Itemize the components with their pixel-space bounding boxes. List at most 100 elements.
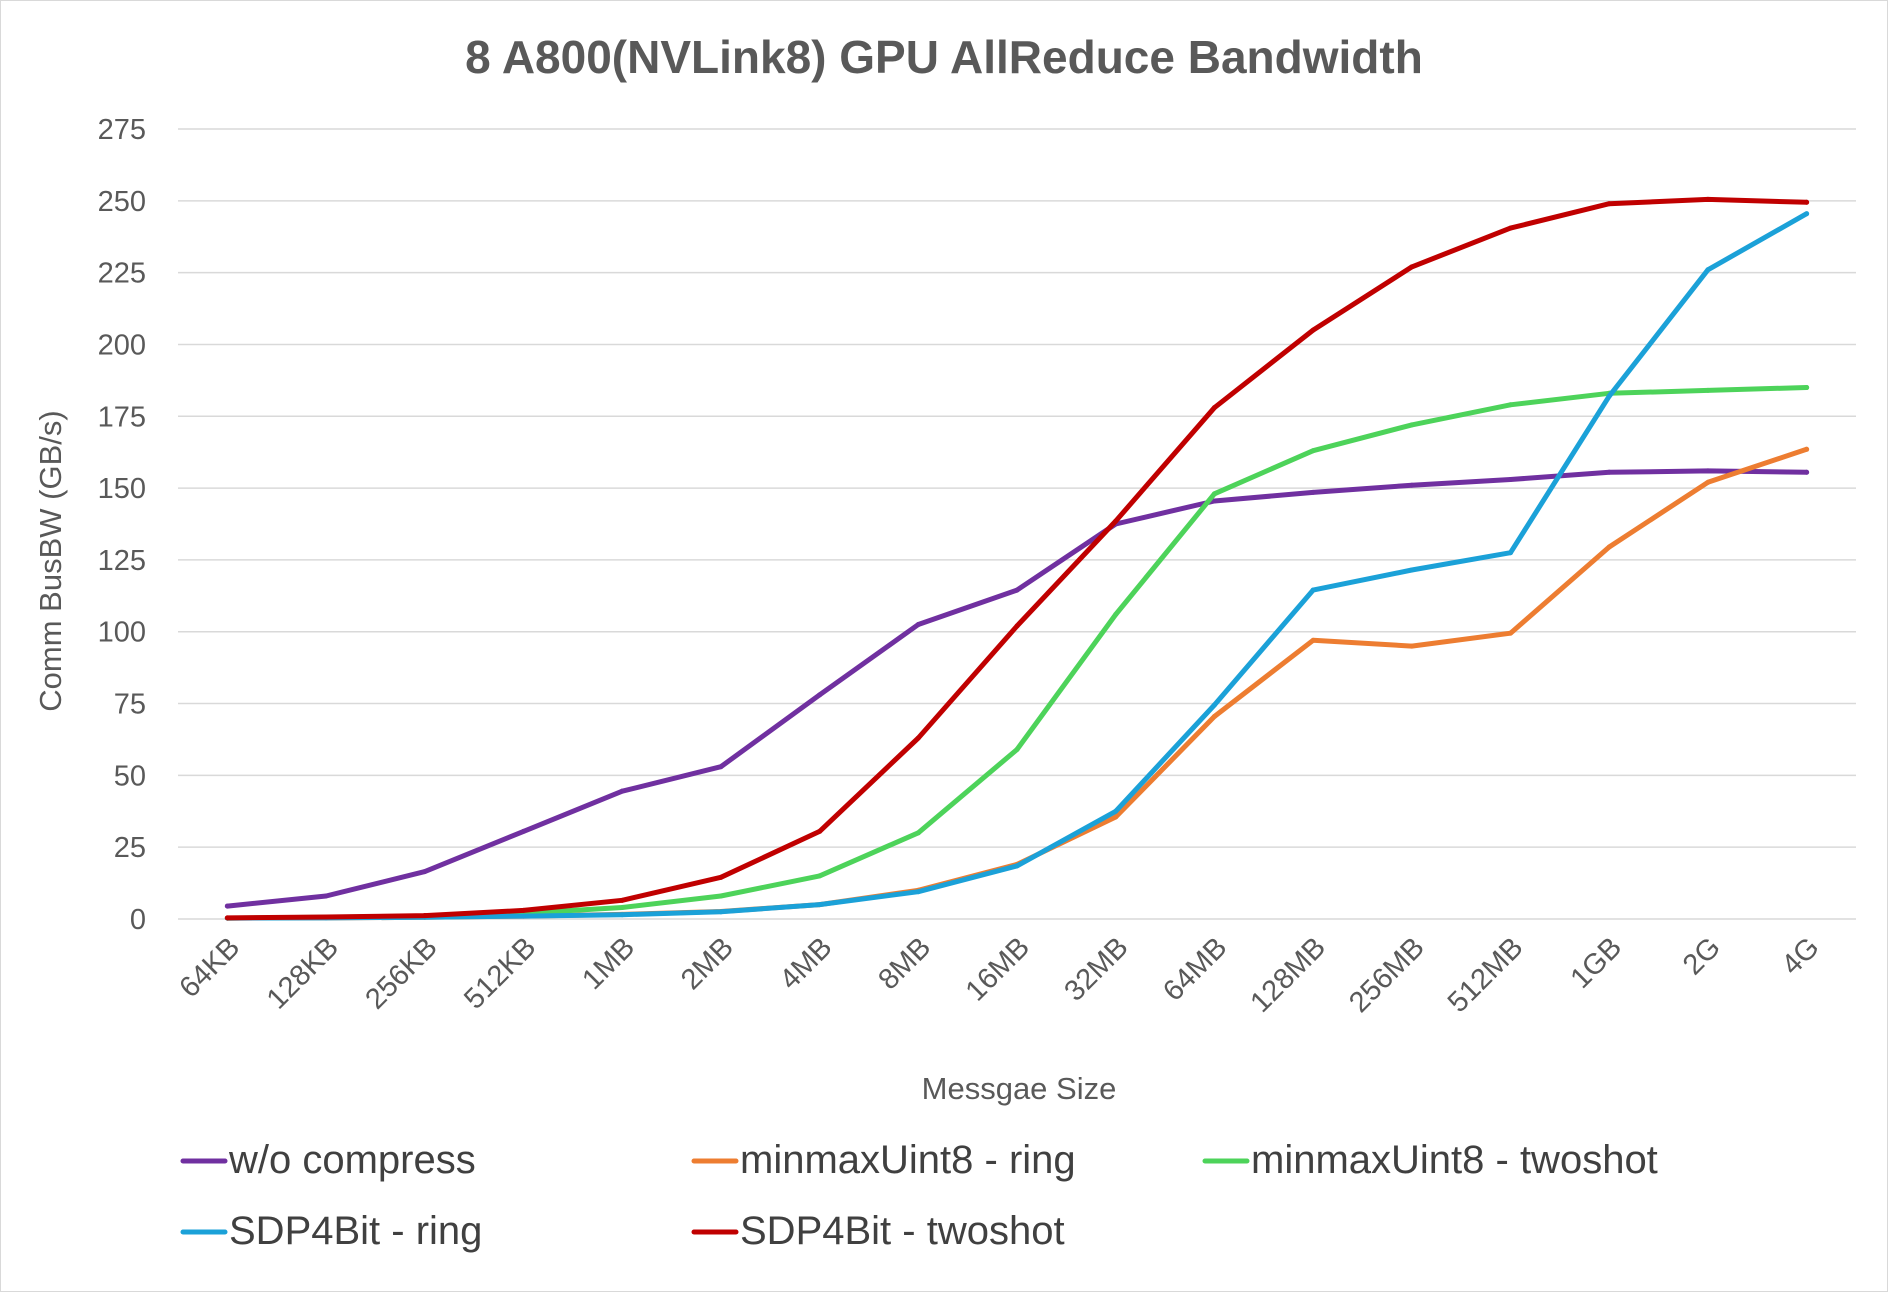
- data-point: [1705, 387, 1711, 393]
- data-point: [1310, 489, 1316, 495]
- data-point: [915, 622, 921, 628]
- data-point: [224, 915, 230, 921]
- data-point: [1804, 446, 1810, 452]
- y-tick-label: 0: [130, 904, 146, 936]
- series-line-4: [224, 211, 1810, 921]
- data-point: [1606, 469, 1612, 475]
- legend-label: SDP4Bit - ring: [229, 1209, 482, 1253]
- data-point: [619, 905, 625, 911]
- data-point: [1705, 468, 1711, 474]
- data-point: [1409, 482, 1415, 488]
- data-point: [1804, 211, 1810, 217]
- data-point: [1705, 196, 1711, 202]
- legend-label: w/o compress: [228, 1138, 476, 1182]
- data-point: [520, 828, 526, 834]
- y-axis-ticks: 0 25 50 75 100 125 150 175 200 225 250 275: [98, 114, 146, 936]
- x-tick-label: 64MB: [1157, 931, 1233, 1007]
- data-point: [1113, 611, 1119, 617]
- x-tick-label: 4G: [1776, 931, 1826, 981]
- data-point: [1211, 491, 1217, 497]
- data-point: [323, 893, 329, 899]
- data-point: [1113, 518, 1119, 524]
- series-line-1: [224, 468, 1810, 909]
- y-tick-label: 75: [114, 689, 146, 721]
- legend-label: minmaxUint8 - twoshot: [1251, 1138, 1658, 1182]
- data-point: [1014, 747, 1020, 753]
- data-point: [1014, 863, 1020, 869]
- data-point: [817, 692, 823, 698]
- data-point: [1705, 267, 1711, 273]
- data-point: [1804, 385, 1810, 391]
- data-point: [1508, 476, 1514, 482]
- data-point: [1705, 479, 1711, 485]
- y-tick-label: 100: [98, 617, 146, 649]
- data-point: [718, 764, 724, 770]
- legend-label: minmaxUint8 - ring: [740, 1138, 1076, 1182]
- series-line-5: [224, 196, 1810, 921]
- x-tick-label: 16MB: [960, 931, 1036, 1007]
- data-point: [1310, 587, 1316, 593]
- data-point: [1606, 393, 1612, 399]
- data-point: [1014, 623, 1020, 629]
- data-point: [1310, 637, 1316, 643]
- data-point: [1508, 225, 1514, 231]
- x-tick-label: 4MB: [774, 931, 839, 996]
- series-lines: [224, 196, 1810, 921]
- data-point: [817, 902, 823, 908]
- data-point: [718, 893, 724, 899]
- series-line-3: [224, 385, 1810, 921]
- data-point: [718, 874, 724, 880]
- data-point: [1606, 544, 1612, 550]
- y-tick-label: 275: [98, 114, 146, 146]
- y-tick-label: 50: [114, 760, 146, 792]
- x-tick-label: 512KB: [458, 931, 542, 1015]
- data-point: [1508, 402, 1514, 408]
- x-tick-label: 256MB: [1343, 931, 1431, 1019]
- x-tick-label: 1GB: [1565, 931, 1629, 995]
- data-point: [817, 873, 823, 879]
- data-point: [1409, 567, 1415, 573]
- data-point: [1211, 702, 1217, 708]
- data-point: [817, 828, 823, 834]
- y-tick-label: 150: [98, 473, 146, 505]
- x-tick-label: 256KB: [360, 931, 444, 1015]
- data-point: [619, 912, 625, 918]
- data-point: [1409, 264, 1415, 270]
- y-tick-label: 175: [98, 401, 146, 433]
- data-point: [1211, 498, 1217, 504]
- gridlines: [178, 128, 1856, 920]
- data-point: [1804, 469, 1810, 475]
- data-point: [1804, 199, 1810, 205]
- y-axis-label: Comm BusBW (GB/s): [33, 410, 68, 711]
- x-tick-label: 8MB: [872, 931, 937, 996]
- x-tick-label: 512MB: [1442, 931, 1530, 1019]
- x-tick-label: 64KB: [174, 931, 247, 1004]
- x-tick-label: 1MB: [576, 931, 641, 996]
- x-tick-label: 128MB: [1244, 931, 1332, 1019]
- x-tick-label: 128KB: [261, 931, 345, 1015]
- data-point: [1310, 448, 1316, 454]
- data-point: [915, 889, 921, 895]
- legend: w/o compress minmaxUint8 - ring minmaxUint…: [180, 1138, 1658, 1253]
- data-point: [520, 907, 526, 913]
- data-point: [1409, 643, 1415, 649]
- data-point: [323, 914, 329, 920]
- data-point: [1310, 327, 1316, 333]
- chart-title: 8 A800(NVLink8) GPU AllReduce Bandwidth: [465, 31, 1423, 83]
- data-point: [1211, 405, 1217, 411]
- x-tick-label: 2MB: [675, 931, 740, 996]
- data-point: [915, 735, 921, 741]
- data-point: [422, 869, 428, 875]
- data-point: [619, 897, 625, 903]
- data-point: [1606, 201, 1612, 207]
- x-tick-label: 32MB: [1058, 931, 1134, 1007]
- x-axis-ticks: 64KB 128KB 256KB 512KB 1MB 2MB 4MB 8MB 16MB 32MB 6…: [174, 931, 1826, 1019]
- y-tick-label: 125: [98, 545, 146, 577]
- legend-label: SDP4Bit - twoshot: [740, 1209, 1065, 1253]
- y-tick-label: 225: [98, 258, 146, 290]
- data-point: [1113, 814, 1119, 820]
- y-tick-label: 250: [98, 186, 146, 218]
- data-point: [619, 788, 625, 794]
